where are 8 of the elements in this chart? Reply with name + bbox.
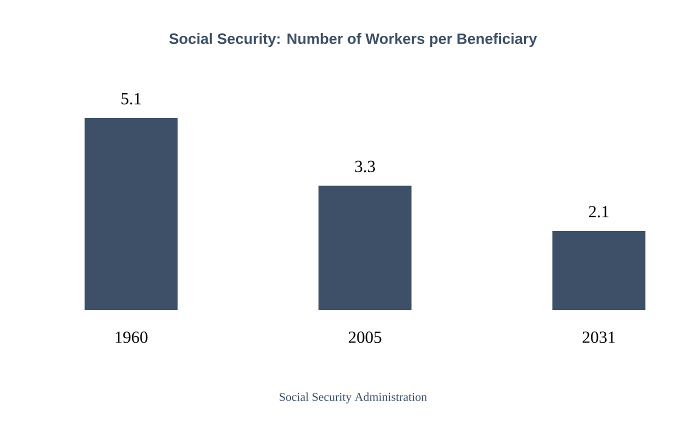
data-label: 2.1: [589, 206, 608, 218]
text: Social Security Administration: [280, 392, 427, 404]
data-label: 5.1: [122, 93, 141, 104]
chart-title: Social Security: Number of Workers per Beneficiary: [169, 33, 537, 47]
x-tick-label: 1960: [116, 332, 148, 343]
x-tick-label: 2005: [348, 332, 382, 343]
x-tick-label: 2031: [582, 332, 615, 343]
data-label: 3.3: [355, 160, 375, 172]
